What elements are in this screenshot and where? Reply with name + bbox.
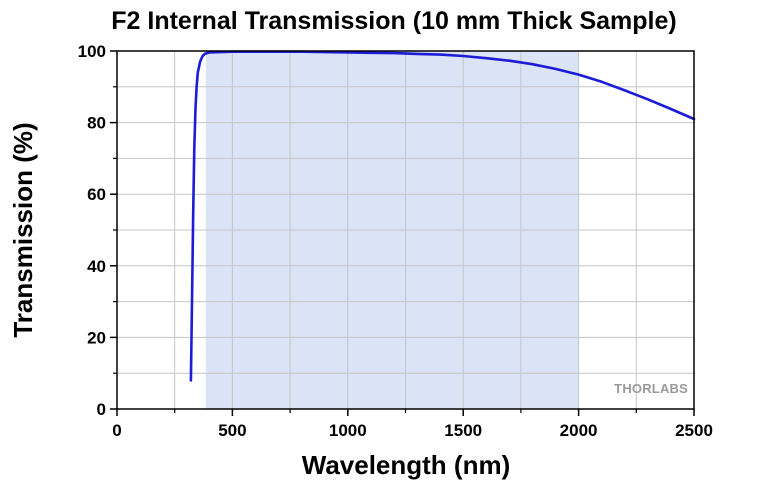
x-tick-label: 2500 [675, 421, 713, 440]
y-tick-label: 100 [78, 42, 106, 61]
series-line [189, 50, 696, 382]
y-tick-label: 60 [87, 185, 106, 204]
x-axis-title: Wavelength (nm) [302, 450, 510, 480]
x-tick-label: 2000 [560, 421, 598, 440]
x-tick-label: 0 [112, 421, 121, 440]
thorlabs-logo: THORLABS [614, 381, 688, 396]
y-tick-label: 40 [87, 257, 106, 276]
chart-title: F2 Internal Transmission (10 mm Thick Sa… [111, 7, 676, 35]
plot-area: 0 500 1000 1500 2000 2500 0 20 40 60 80 100 [78, 42, 713, 440]
x-tick-label: 500 [218, 421, 246, 440]
y-axis-title: Transmission (%) [8, 122, 38, 337]
y-tick-label: 20 [87, 328, 106, 347]
y-tick-label: 0 [97, 400, 106, 419]
x-tick-label: 1500 [444, 421, 482, 440]
y-tick-label: 80 [87, 114, 106, 133]
x-tick-label: 1000 [329, 421, 367, 440]
